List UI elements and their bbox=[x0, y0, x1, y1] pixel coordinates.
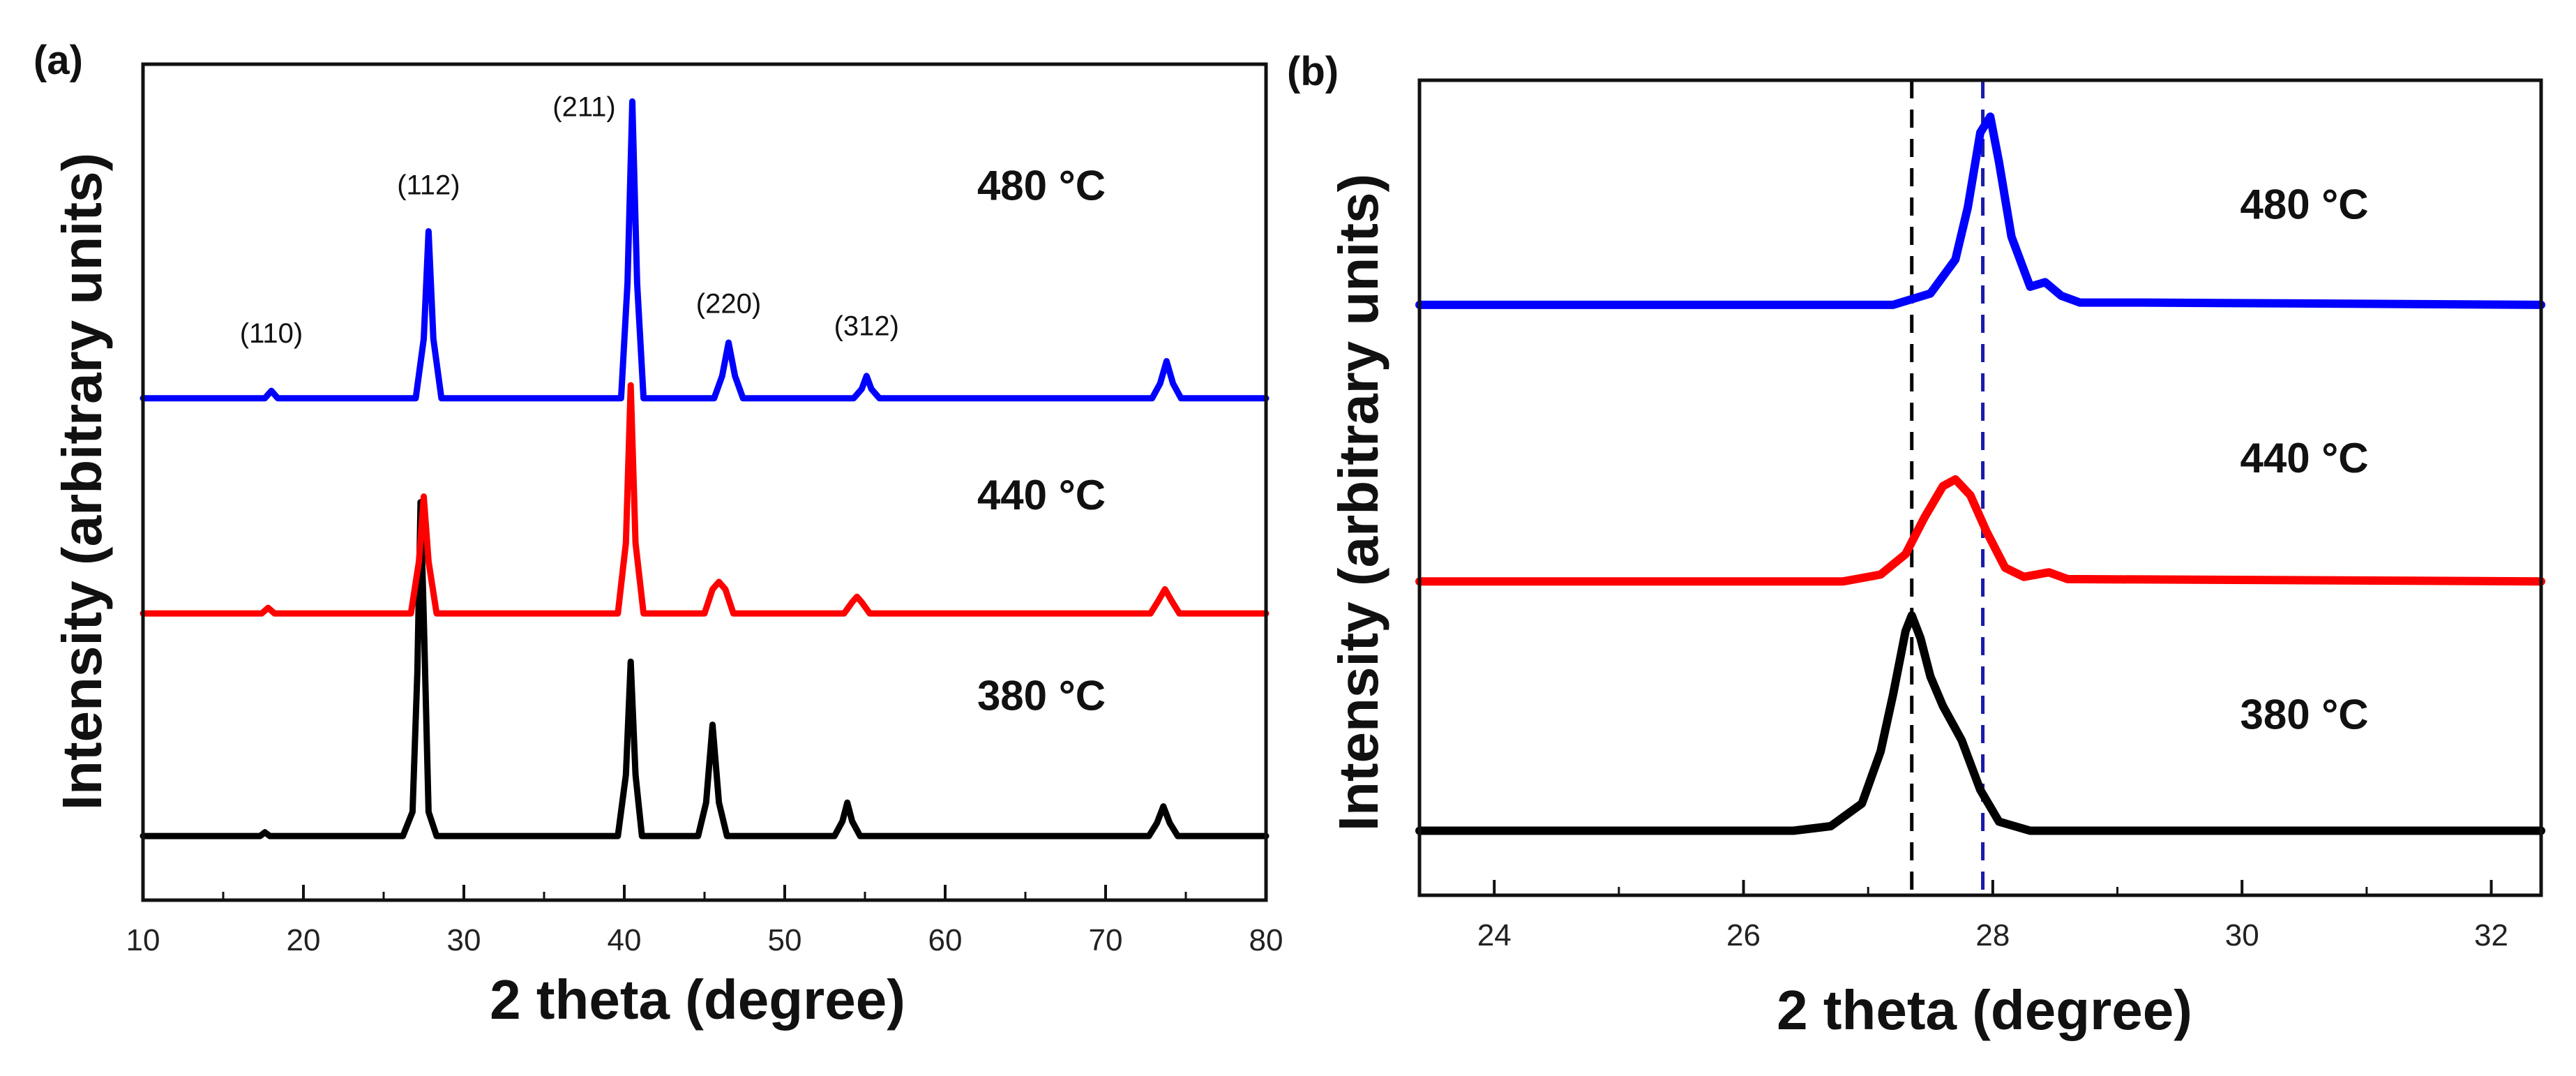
peak-label: (110) bbox=[240, 318, 303, 349]
peak-label: (220) bbox=[696, 288, 761, 319]
panel-b-series-group bbox=[1415, 112, 2545, 835]
series-line-380C bbox=[140, 499, 1270, 839]
panel-b-label: (b) bbox=[1287, 49, 1339, 94]
x-tick-label: 24 bbox=[1477, 918, 1512, 952]
panel-a-series-group bbox=[140, 98, 1270, 839]
temperature-label: 480 °C bbox=[2240, 181, 2368, 227]
panel-a-y-axis-title: Intensity (arbitrary units) bbox=[51, 153, 113, 810]
panel-a-x-axis-title: 2 theta (degree) bbox=[490, 969, 905, 1031]
peak-label: (312) bbox=[834, 311, 899, 341]
x-tick-label: 26 bbox=[1726, 918, 1761, 952]
x-tick-label: 32 bbox=[2474, 918, 2508, 952]
panel-a-temperature-labels: 480 °C 440 °C 380 °C bbox=[977, 162, 1106, 719]
panel-b-plot-frame bbox=[1417, 78, 2543, 897]
peak-label: (112) bbox=[397, 170, 460, 200]
panel-b-reference-lines bbox=[1910, 80, 1985, 895]
temperature-label: 480 °C bbox=[977, 162, 1106, 209]
panel-b-x-ticks: 24 26 28 30 32 bbox=[1477, 880, 2508, 952]
temperature-label: 380 °C bbox=[977, 672, 1106, 719]
x-tick-label: 30 bbox=[2225, 918, 2259, 952]
temperature-label: 440 °C bbox=[977, 472, 1106, 518]
panel-a-label: (a) bbox=[33, 38, 83, 83]
series-line-480C bbox=[140, 98, 1270, 402]
panel-a: (a) 10 20 30 40 50 60 70 80 (110) (112) (211) (220… bbox=[33, 38, 1283, 1031]
x-tick-label: 70 bbox=[1089, 923, 1123, 957]
x-tick-label: 50 bbox=[768, 923, 802, 957]
panel-a-x-ticks: 10 20 30 40 50 60 70 80 bbox=[126, 885, 1283, 957]
panel-a-peak-labels: (110) (112) (211) (220) (312) bbox=[240, 92, 899, 349]
panel-b-temperature-labels: 480 °C 440 °C 380 °C bbox=[2240, 181, 2368, 738]
x-tick-label: 40 bbox=[608, 923, 642, 957]
series-line-440C bbox=[1415, 475, 2545, 586]
series-line-480C bbox=[1415, 112, 2545, 309]
x-tick-label: 30 bbox=[447, 923, 481, 957]
panel-b-x-axis-title: 2 theta (degree) bbox=[1777, 979, 2192, 1041]
series-line-380C bbox=[1415, 611, 2545, 835]
series-line-440C bbox=[140, 382, 1270, 617]
panel-b: (b) 24 26 28 30 32 480 °C 440 °C 380 °C 2 thet… bbox=[1287, 49, 2545, 1041]
panel-a-plot-frame bbox=[141, 62, 1268, 902]
temperature-label: 440 °C bbox=[2240, 435, 2368, 481]
panel-b-y-axis-title: Intensity (arbitrary units) bbox=[1327, 174, 1389, 831]
x-tick-label: 80 bbox=[1249, 923, 1283, 957]
temperature-label: 380 °C bbox=[2240, 691, 2368, 738]
x-tick-label: 60 bbox=[928, 923, 963, 957]
x-tick-label: 20 bbox=[287, 923, 321, 957]
x-tick-label: 28 bbox=[1975, 918, 2010, 952]
peak-label: (211) bbox=[552, 92, 615, 123]
x-tick-label: 10 bbox=[126, 923, 160, 957]
